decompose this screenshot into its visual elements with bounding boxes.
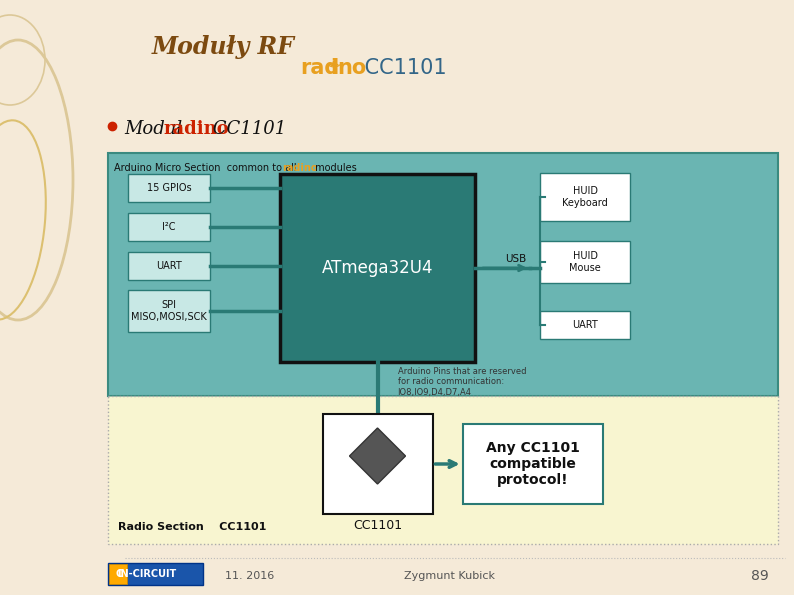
Text: modules: modules <box>312 163 357 173</box>
Polygon shape <box>349 428 406 484</box>
Text: i: i <box>330 58 337 78</box>
Text: 11. 2016: 11. 2016 <box>225 571 275 581</box>
FancyBboxPatch shape <box>540 173 630 221</box>
FancyBboxPatch shape <box>109 564 127 584</box>
Text: Radio Section    CC1101: Radio Section CC1101 <box>118 522 266 532</box>
Text: IN-CIRCUIT: IN-CIRCUIT <box>118 569 176 579</box>
Text: I²C: I²C <box>162 222 175 232</box>
Text: no: no <box>337 58 366 78</box>
Text: USB: USB <box>505 254 526 264</box>
Text: ATmega32U4: ATmega32U4 <box>322 259 434 277</box>
Text: 89: 89 <box>751 569 769 583</box>
Text: Moduły RF: Moduły RF <box>152 35 295 59</box>
FancyBboxPatch shape <box>108 396 778 544</box>
Text: Moduł: Moduł <box>124 120 188 138</box>
FancyBboxPatch shape <box>128 213 210 241</box>
FancyBboxPatch shape <box>322 414 433 514</box>
Text: CC1101: CC1101 <box>358 58 446 78</box>
Text: radino: radino <box>282 163 318 173</box>
Text: rad: rad <box>300 58 339 78</box>
Text: UART: UART <box>572 320 598 330</box>
Text: Any CC1101
compatible
protocol!: Any CC1101 compatible protocol! <box>486 441 580 487</box>
Text: HUID
Keyboard: HUID Keyboard <box>562 186 608 208</box>
FancyBboxPatch shape <box>540 311 630 339</box>
FancyBboxPatch shape <box>128 174 210 202</box>
Text: radino: radino <box>163 120 229 138</box>
Text: UART: UART <box>156 261 182 271</box>
Text: C: C <box>115 569 122 579</box>
FancyBboxPatch shape <box>280 174 475 362</box>
FancyBboxPatch shape <box>108 563 203 585</box>
FancyBboxPatch shape <box>128 252 210 280</box>
FancyBboxPatch shape <box>128 290 210 332</box>
FancyBboxPatch shape <box>540 241 630 283</box>
Text: Arduino Pins that are reserved
for radio communication:
IO8,IO9,D4,D7,A4: Arduino Pins that are reserved for radio… <box>398 367 526 397</box>
Text: CC1101: CC1101 <box>207 120 287 138</box>
FancyBboxPatch shape <box>462 424 603 504</box>
Text: CC1101: CC1101 <box>353 519 402 532</box>
Text: Arduino Micro Section  common to all: Arduino Micro Section common to all <box>114 163 297 173</box>
Text: SPI
MISO,MOSI,SCK: SPI MISO,MOSI,SCK <box>131 300 207 322</box>
Text: 15 GPIOs: 15 GPIOs <box>147 183 191 193</box>
Text: HUID
Mouse: HUID Mouse <box>569 251 601 273</box>
FancyBboxPatch shape <box>108 153 778 396</box>
Text: Zygmunt Kubick: Zygmunt Kubick <box>404 571 495 581</box>
